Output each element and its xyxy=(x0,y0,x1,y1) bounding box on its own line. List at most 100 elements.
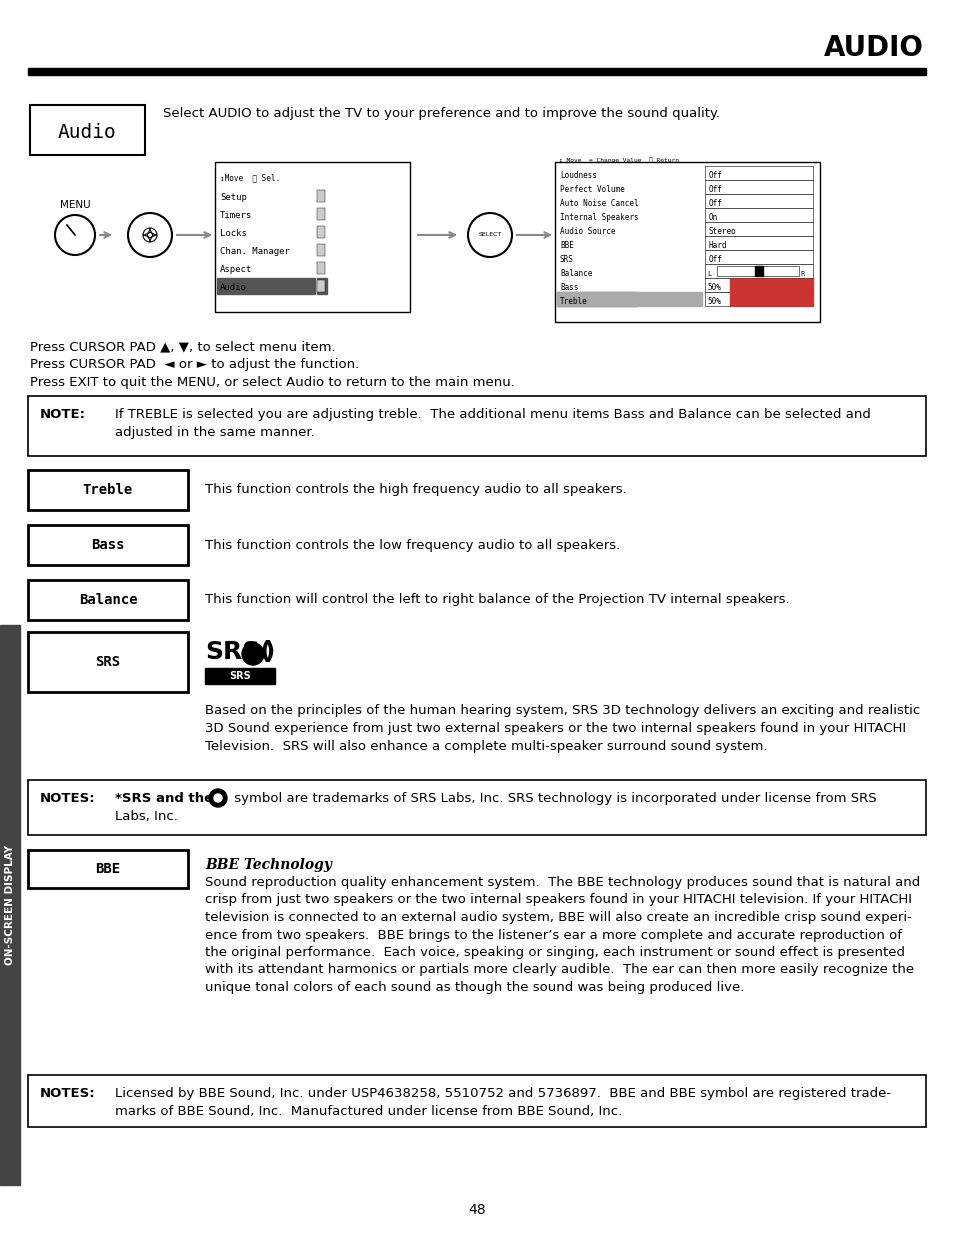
Bar xyxy=(316,278,327,294)
Bar xyxy=(28,396,925,456)
Bar xyxy=(316,207,325,220)
Text: Bass: Bass xyxy=(91,538,125,552)
Text: Licensed by BBE Sound, Inc. under USP4638258, 5510752 and 5736897.  BBE and BBE : Licensed by BBE Sound, Inc. under USP463… xyxy=(115,1087,890,1118)
Text: Based on the principles of the human hearing system, SRS 3D technology delivers : Based on the principles of the human hea… xyxy=(205,704,920,753)
Bar xyxy=(205,668,274,684)
Text: Audio Source: Audio Source xyxy=(559,227,615,236)
Text: NOTES:: NOTES: xyxy=(40,792,95,805)
Text: Off: Off xyxy=(708,172,722,180)
Bar xyxy=(316,245,325,256)
Text: SRS: SRS xyxy=(95,655,120,669)
Bar xyxy=(557,291,701,306)
Bar xyxy=(729,278,812,291)
Text: This function controls the low frequency audio to all speakers.: This function controls the low frequency… xyxy=(205,538,619,552)
Text: This function controls the high frequency audio to all speakers.: This function controls the high frequenc… xyxy=(205,483,626,496)
Text: Auto Noise Cancel: Auto Noise Cancel xyxy=(559,200,638,209)
Text: Stereo: Stereo xyxy=(708,227,736,236)
Text: Hard: Hard xyxy=(708,242,727,251)
Bar xyxy=(316,280,325,291)
Text: SELECT: SELECT xyxy=(477,232,501,237)
Bar xyxy=(28,525,188,564)
Bar xyxy=(704,165,812,180)
Bar xyxy=(28,632,188,692)
Circle shape xyxy=(468,212,512,257)
Bar xyxy=(28,580,188,620)
Text: Video: Video xyxy=(220,298,247,306)
Bar xyxy=(0,625,20,1186)
Text: R: R xyxy=(801,270,804,277)
Text: Setup: Setup xyxy=(220,193,247,201)
Text: Audio: Audio xyxy=(559,309,584,317)
Bar xyxy=(216,278,314,294)
Circle shape xyxy=(143,228,157,242)
Text: L: L xyxy=(706,270,711,277)
Text: Balance: Balance xyxy=(78,593,137,606)
Text: Internal Speakers: Internal Speakers xyxy=(559,214,638,222)
Text: SRS: SRS xyxy=(559,256,574,264)
Bar xyxy=(704,278,812,291)
Bar xyxy=(28,850,188,888)
Text: SRS: SRS xyxy=(229,671,251,680)
Text: AUDIO: AUDIO xyxy=(823,35,923,62)
Bar xyxy=(316,262,325,274)
Bar xyxy=(316,190,325,203)
Circle shape xyxy=(55,215,95,254)
Text: Bass: Bass xyxy=(559,284,578,293)
Text: NOTE:: NOTE: xyxy=(40,408,86,421)
Bar xyxy=(729,291,812,306)
Text: SRS(: SRS( xyxy=(205,640,272,664)
Text: Aspect: Aspect xyxy=(220,264,252,273)
Bar xyxy=(704,180,812,194)
Text: ↕Move  Ⓢ Sel.: ↕Move Ⓢ Sel. xyxy=(220,173,280,182)
Text: Balance: Balance xyxy=(559,269,592,279)
Text: Perfect Volume: Perfect Volume xyxy=(559,185,624,194)
Text: If TREBLE is selected you are adjusting treble.  The additional menu items Bass : If TREBLE is selected you are adjusting … xyxy=(115,408,870,438)
Text: Off: Off xyxy=(708,185,722,194)
Circle shape xyxy=(209,789,227,806)
Text: NOTES:: NOTES: xyxy=(40,1087,95,1100)
Text: ON-SCREEN DISPLAY: ON-SCREEN DISPLAY xyxy=(5,845,15,965)
Text: Timers: Timers xyxy=(220,210,252,220)
Bar xyxy=(28,781,925,835)
Bar xyxy=(214,162,410,312)
Text: Press EXIT to quit the MENU, or select Audio to return to the main menu.: Press EXIT to quit the MENU, or select A… xyxy=(30,375,515,389)
Text: symbol are trademarks of SRS Labs, Inc. SRS technology is incorporated under lic: symbol are trademarks of SRS Labs, Inc. … xyxy=(230,792,876,805)
Bar xyxy=(557,291,637,306)
Text: Chan. Manager: Chan. Manager xyxy=(220,247,290,256)
Text: On: On xyxy=(708,214,718,222)
Text: BBE: BBE xyxy=(559,242,574,251)
Bar xyxy=(704,222,812,236)
Text: BBE: BBE xyxy=(95,862,120,876)
Circle shape xyxy=(213,794,222,802)
Text: 48: 48 xyxy=(468,1203,485,1216)
Text: Loudness: Loudness xyxy=(559,172,597,180)
Bar xyxy=(28,1074,925,1128)
Bar xyxy=(316,226,325,238)
Text: Audio: Audio xyxy=(57,124,116,142)
Text: 50%: 50% xyxy=(706,284,720,293)
Bar xyxy=(754,266,762,275)
Text: Press CURSOR PAD  ◄ or ► to adjust the function.: Press CURSOR PAD ◄ or ► to adjust the fu… xyxy=(30,358,359,370)
Bar xyxy=(30,105,145,156)
Text: Treble: Treble xyxy=(559,298,587,306)
Bar xyxy=(704,291,812,306)
Text: Select AUDIO to adjust the TV to your preference and to improve the sound qualit: Select AUDIO to adjust the TV to your pr… xyxy=(163,106,720,120)
Text: Treble: Treble xyxy=(83,483,133,496)
Bar xyxy=(555,162,820,322)
Bar xyxy=(704,194,812,207)
Text: *SRS and the: *SRS and the xyxy=(115,792,213,805)
Text: Labs, Inc.: Labs, Inc. xyxy=(115,810,177,823)
Text: 50%: 50% xyxy=(706,298,720,306)
Text: BBE Technology: BBE Technology xyxy=(205,858,332,872)
Bar xyxy=(704,236,812,249)
Text: ↕ Move  ⇔ Change Value  Ⓢ Return: ↕ Move ⇔ Change Value Ⓢ Return xyxy=(558,157,679,163)
Text: Off: Off xyxy=(708,256,722,264)
Text: Sound reproduction quality enhancement system.  The BBE technology produces soun: Sound reproduction quality enhancement s… xyxy=(205,876,920,994)
Bar xyxy=(717,266,799,275)
Text: ): ) xyxy=(264,640,275,664)
Text: Audio: Audio xyxy=(220,283,247,291)
Text: MENU: MENU xyxy=(60,200,91,210)
Text: Press CURSOR PAD ▲, ▼, to select menu item.: Press CURSOR PAD ▲, ▼, to select menu it… xyxy=(30,340,335,353)
Text: This function will control the left to right balance of the Projection TV intern: This function will control the left to r… xyxy=(205,594,789,606)
Text: Locks: Locks xyxy=(220,228,247,237)
